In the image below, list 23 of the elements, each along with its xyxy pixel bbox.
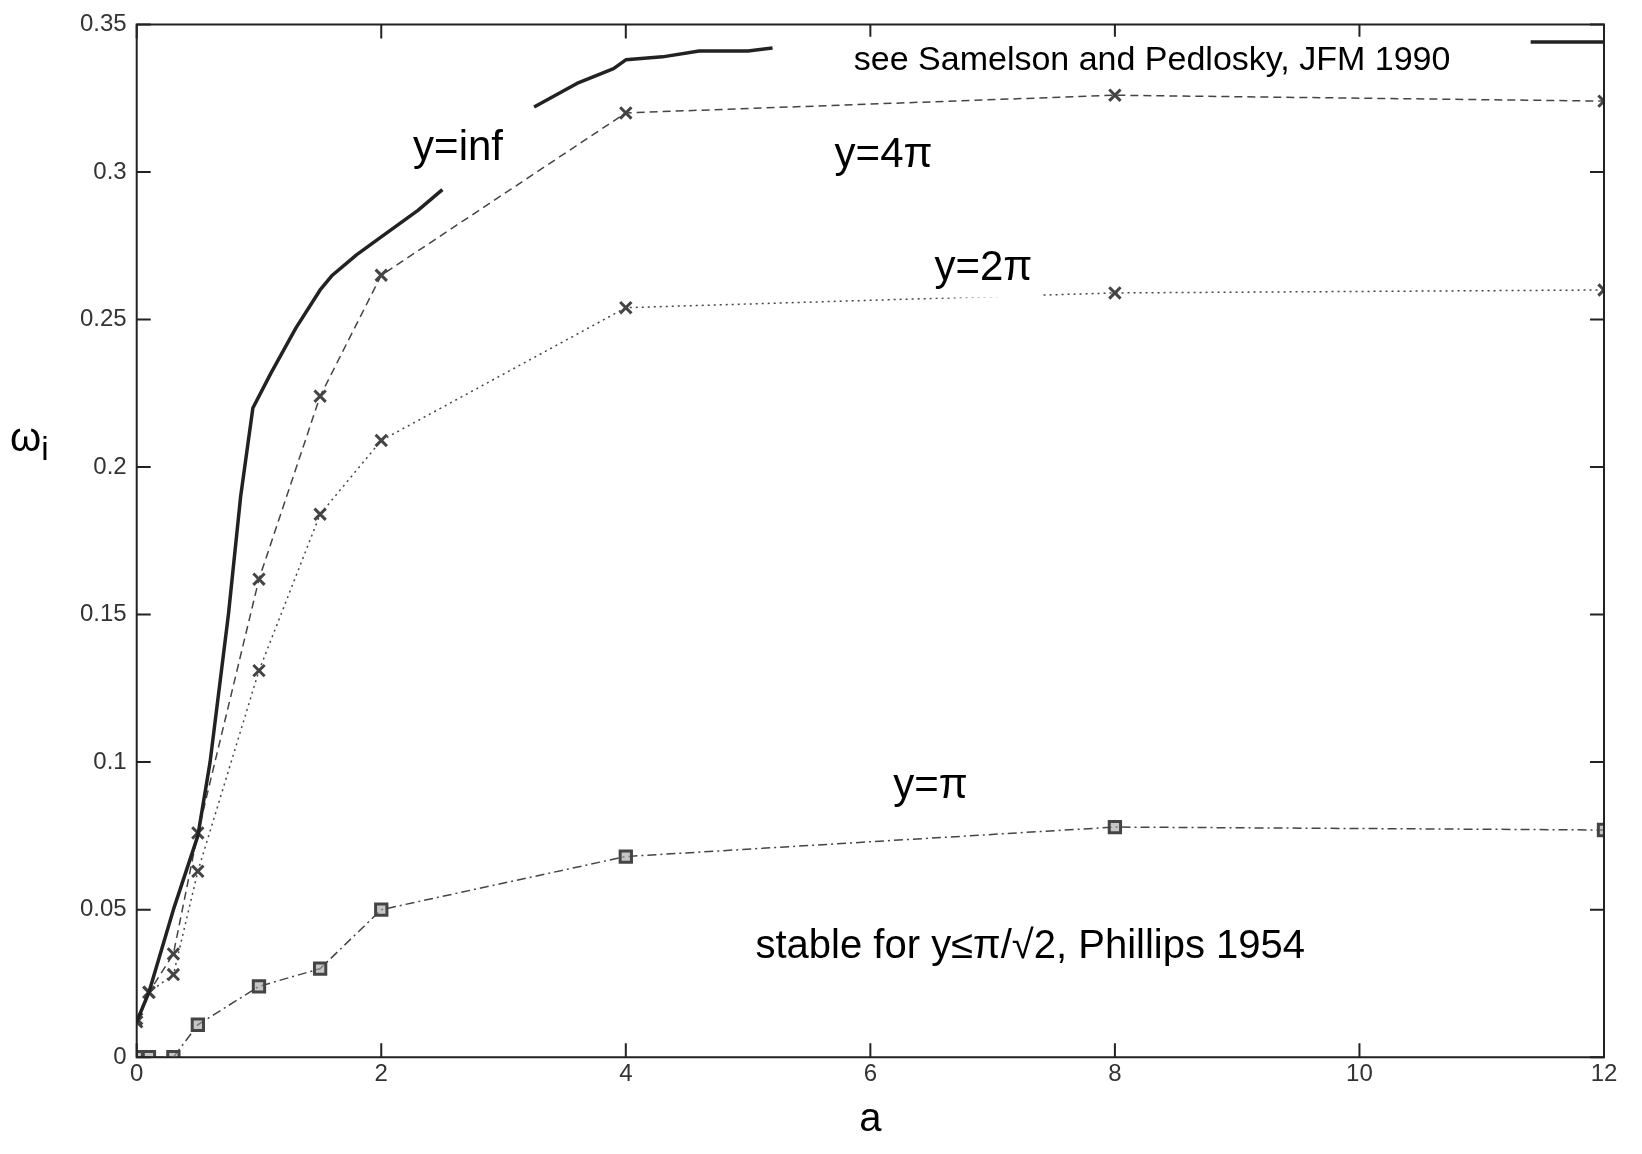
annotation: stable for y≤π/√2, Phillips 1954: [755, 921, 1306, 966]
y-tick-label: 0.05: [79, 894, 127, 922]
y-tick-label: 0.15: [79, 599, 127, 627]
x-tick-label: 4: [619, 1059, 633, 1087]
x-tick-label: 2: [374, 1059, 388, 1087]
annotation: y=inf: [413, 121, 504, 169]
x-tick-label: 10: [1346, 1059, 1373, 1087]
y-tick-label: 0.3: [93, 156, 127, 184]
y-tick-label: 0: [113, 1041, 127, 1069]
y-tick-label: 0.25: [79, 304, 127, 332]
x-axis-title: a: [859, 1095, 883, 1140]
y-axis-title: ω$_{i}$: [10, 415, 49, 468]
annotation: y=π: [893, 760, 968, 808]
annotation: y=2π: [934, 241, 1033, 289]
annotation: y=4π: [834, 129, 933, 177]
x-tick-label: 6: [863, 1059, 878, 1087]
x-tick-label: 0: [130, 1059, 144, 1087]
x-tick-label: 8: [1108, 1059, 1122, 1087]
y-tick-label: 0.2: [93, 451, 127, 479]
annotation: see Samelson and Pedlosky, JFM 1990: [853, 38, 1451, 77]
x-tick-label: 12: [1590, 1059, 1618, 1087]
y-tick-label: 0.1: [93, 746, 127, 774]
y-tick-label: 0.35: [79, 9, 127, 37]
